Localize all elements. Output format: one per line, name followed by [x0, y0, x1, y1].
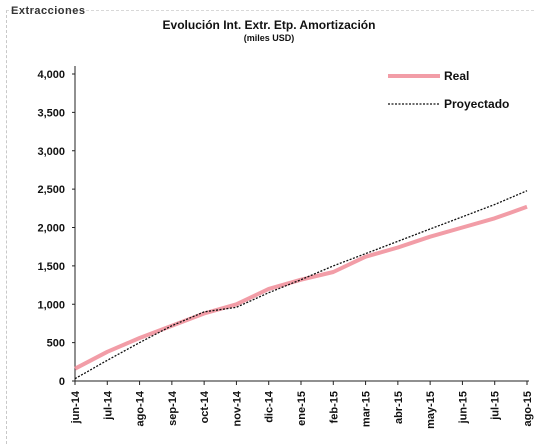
x-tick-label: jul-14 — [102, 390, 114, 421]
chart-title: Evolución Int. Extr. Etp. Amortización — [162, 18, 376, 32]
x-tick-label: feb-15 — [328, 391, 340, 423]
y-tick-label: 1,000 — [37, 299, 65, 311]
x-tick-label: may-15 — [425, 391, 437, 429]
x-tick-label: mar-15 — [361, 391, 373, 427]
x-tick-label: oct-14 — [199, 390, 211, 423]
x-tick-label: ago-14 — [135, 390, 147, 426]
x-tick-label: jun-14 — [70, 390, 82, 424]
x-tick-label: dic-14 — [264, 390, 276, 423]
y-tick-label: 2,000 — [37, 223, 65, 235]
legend-label-proyectado: Proyectado — [444, 97, 509, 111]
y-tick-label: 3,500 — [37, 107, 65, 119]
chart-subtitle: (miles USD) — [243, 33, 295, 43]
y-tick-label: 2,500 — [37, 184, 65, 196]
chart-frame: Extracciones — [6, 5, 534, 444]
y-tick-label: 1,500 — [37, 261, 65, 273]
y-tick-label: 0 — [59, 376, 65, 388]
series-line-real — [74, 204, 528, 371]
x-tick-label: abr-15 — [393, 391, 405, 424]
legend-label-real: Real — [444, 69, 469, 83]
x-tick-label: nov-14 — [231, 390, 243, 426]
y-tick-label: 3,000 — [37, 146, 65, 158]
series-line-proyectado — [74, 190, 528, 380]
x-tick-label: ago-15 — [522, 391, 534, 426]
x-tick-label: jun-15 — [457, 391, 469, 424]
y-tick-label: 500 — [47, 338, 65, 350]
cut-heading: Extracciones — [11, 5, 86, 17]
x-tick-label: sep-14 — [167, 390, 179, 426]
x-tick-label: jul-15 — [490, 391, 502, 421]
x-tick-label: ene-15 — [296, 391, 308, 426]
y-tick-label: 4,000 — [37, 69, 65, 81]
